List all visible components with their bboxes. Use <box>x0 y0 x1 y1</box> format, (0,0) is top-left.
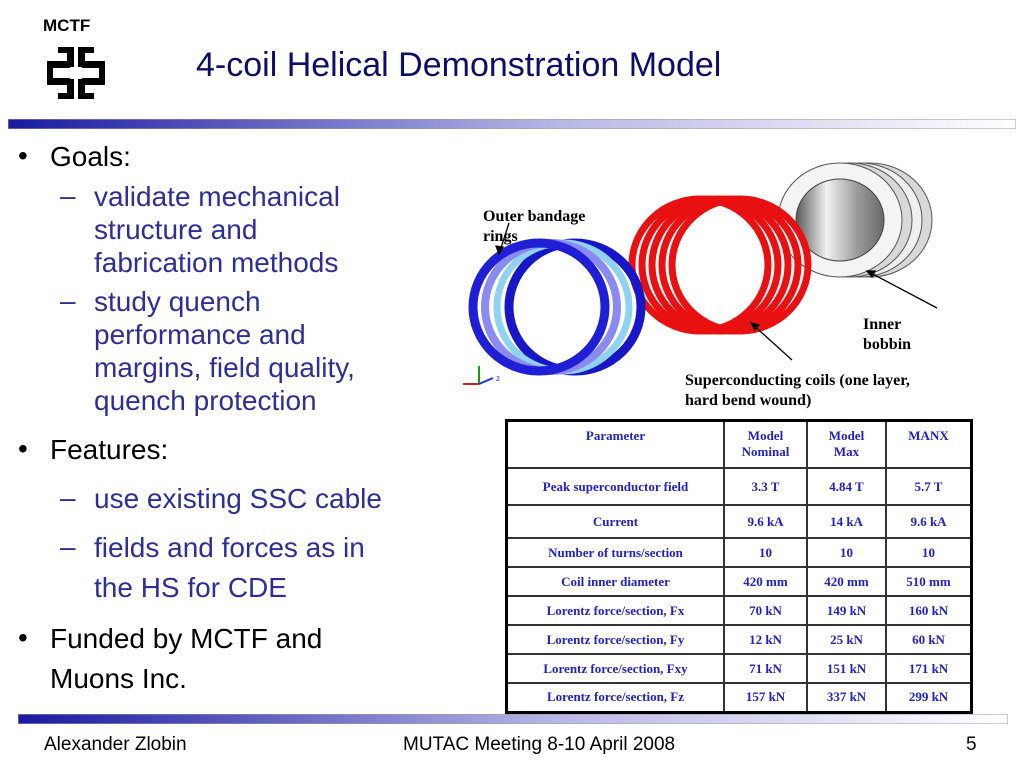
axis-z-label: z <box>496 374 500 383</box>
table-cell: Lorentz force/section, Fy <box>505 624 725 655</box>
table-row: Lorentz force/section, Fx 70 kN 149 kN 1… <box>505 595 973 626</box>
table-cell: 157 kN <box>723 682 808 713</box>
table-cell: Coil inner diameter <box>505 566 725 597</box>
table-row: Current 9.6 kA 14 kA 9.6 kA <box>505 504 973 539</box>
table-cell: 14 kA <box>806 504 887 539</box>
outer-bandage-label: Outer bandage rings <box>483 208 586 245</box>
table-row: Coil inner diameter 420 mm 420 mm 510 mm <box>505 566 973 597</box>
header-cell: Model Nominal <box>723 419 808 469</box>
header-divider-bar <box>8 119 1016 129</box>
header-cell: Model Max <box>806 419 887 469</box>
table-cell: 10 <box>723 537 808 568</box>
table-row: Lorentz force/section, Fy 12 kN 25 kN 60… <box>505 624 973 655</box>
bullet-dot: • <box>18 140 28 171</box>
sub-bullet-line: fabrication methods <box>94 247 339 278</box>
table-cell: 171 kN <box>885 653 973 684</box>
bullet-funded-line: Funded by MCTF and <box>50 623 323 654</box>
sub-bullet-line: performance and <box>94 319 306 350</box>
table-row: Peak superconductor field 3.3 T 4.84 T 5… <box>505 467 973 506</box>
table-cell: 151 kN <box>806 653 887 684</box>
footer-author: Alexander Zlobin <box>44 734 187 755</box>
parameter-table: Parameter Model Nominal Model Max MANX Pea… <box>505 419 973 714</box>
table-cell: 71 kN <box>723 653 808 684</box>
table-cell: Peak superconductor field <box>505 467 725 506</box>
table-cell: Number of turns/section <box>505 537 725 568</box>
table-row: Lorentz force/section, Fxy 71 kN 151 kN … <box>505 653 973 684</box>
fermilab-logo-icon <box>47 47 105 99</box>
bullet-dot: • <box>18 433 28 464</box>
logo-label: MCTF <box>43 16 91 35</box>
footer-divider-bar <box>18 714 1008 724</box>
table-cell: 9.6 kA <box>723 504 808 539</box>
table-cell: 25 kN <box>806 624 887 655</box>
sub-bullet-line: quench protection <box>94 385 317 416</box>
outer-bandage-rings <box>468 238 646 376</box>
table-cell: 3.3 T <box>723 467 808 506</box>
table-cell: Lorentz force/section, Fxy <box>505 653 725 684</box>
superconducting-coils <box>628 195 812 335</box>
coil-assembly-figure: z <box>463 162 938 385</box>
bullet-features-text: Features: <box>50 434 169 465</box>
inner-bobbin-label: Inner bobbin <box>863 316 912 353</box>
table-cell: 4.84 T <box>806 467 887 506</box>
sub-bullet-line: the HS for CDE <box>94 572 287 603</box>
slide-title: 4-coil Helical Demonstration Model <box>196 46 722 84</box>
sub-bullet-line: study quench <box>94 286 261 317</box>
table-cell: Lorentz force/section, Fz <box>505 682 725 713</box>
sub-bullet-line: fields and forces as in <box>94 532 365 563</box>
table-cell: 60 kN <box>885 624 973 655</box>
table-cell: 160 kN <box>885 595 973 626</box>
table-row: Lorentz force/section, Fz 157 kN 337 kN … <box>505 682 973 713</box>
table-cell: 299 kN <box>885 682 973 713</box>
sub-bullet-line: structure and <box>94 214 258 245</box>
table-row: Number of turns/section 10 10 10 <box>505 537 973 568</box>
table-cell: 12 kN <box>723 624 808 655</box>
table-cell: Current <box>505 504 725 539</box>
table-cell: 70 kN <box>723 595 808 626</box>
sub-bullet-line: margins, field quality, <box>94 352 355 383</box>
table-cell: 10 <box>885 537 973 568</box>
axis-triad-icon <box>463 366 494 385</box>
bullet-goals-text: Goals: <box>50 141 131 172</box>
table-cell: 420 mm <box>723 566 808 597</box>
sub-bullet-line: use existing SSC cable <box>94 483 382 514</box>
table-cell: 420 mm <box>806 566 887 597</box>
table-cell: 9.6 kA <box>885 504 973 539</box>
coils-label: Superconducting coils (one layer, hard b… <box>685 372 910 409</box>
bullet-funded-line: Muons Inc. <box>50 663 187 694</box>
header-cell: Parameter <box>505 419 725 469</box>
footer-meeting: MUTAC Meeting 8-10 April 2008 <box>403 734 676 755</box>
sub-bullet-line: validate mechanical <box>94 181 340 212</box>
header-cell: MANX <box>885 419 973 469</box>
bullet-dot: • <box>18 622 28 653</box>
table-cell: 5.7 T <box>885 467 973 506</box>
table-cell: 337 kN <box>806 682 887 713</box>
table-cell: Lorentz force/section, Fx <box>505 595 725 626</box>
table-cell: 149 kN <box>806 595 887 626</box>
table-header-row: Parameter Model Nominal Model Max MANX <box>505 419 973 469</box>
table-cell: 10 <box>806 537 887 568</box>
table-cell: 510 mm <box>885 566 973 597</box>
footer-page-number: 5 <box>966 734 977 755</box>
